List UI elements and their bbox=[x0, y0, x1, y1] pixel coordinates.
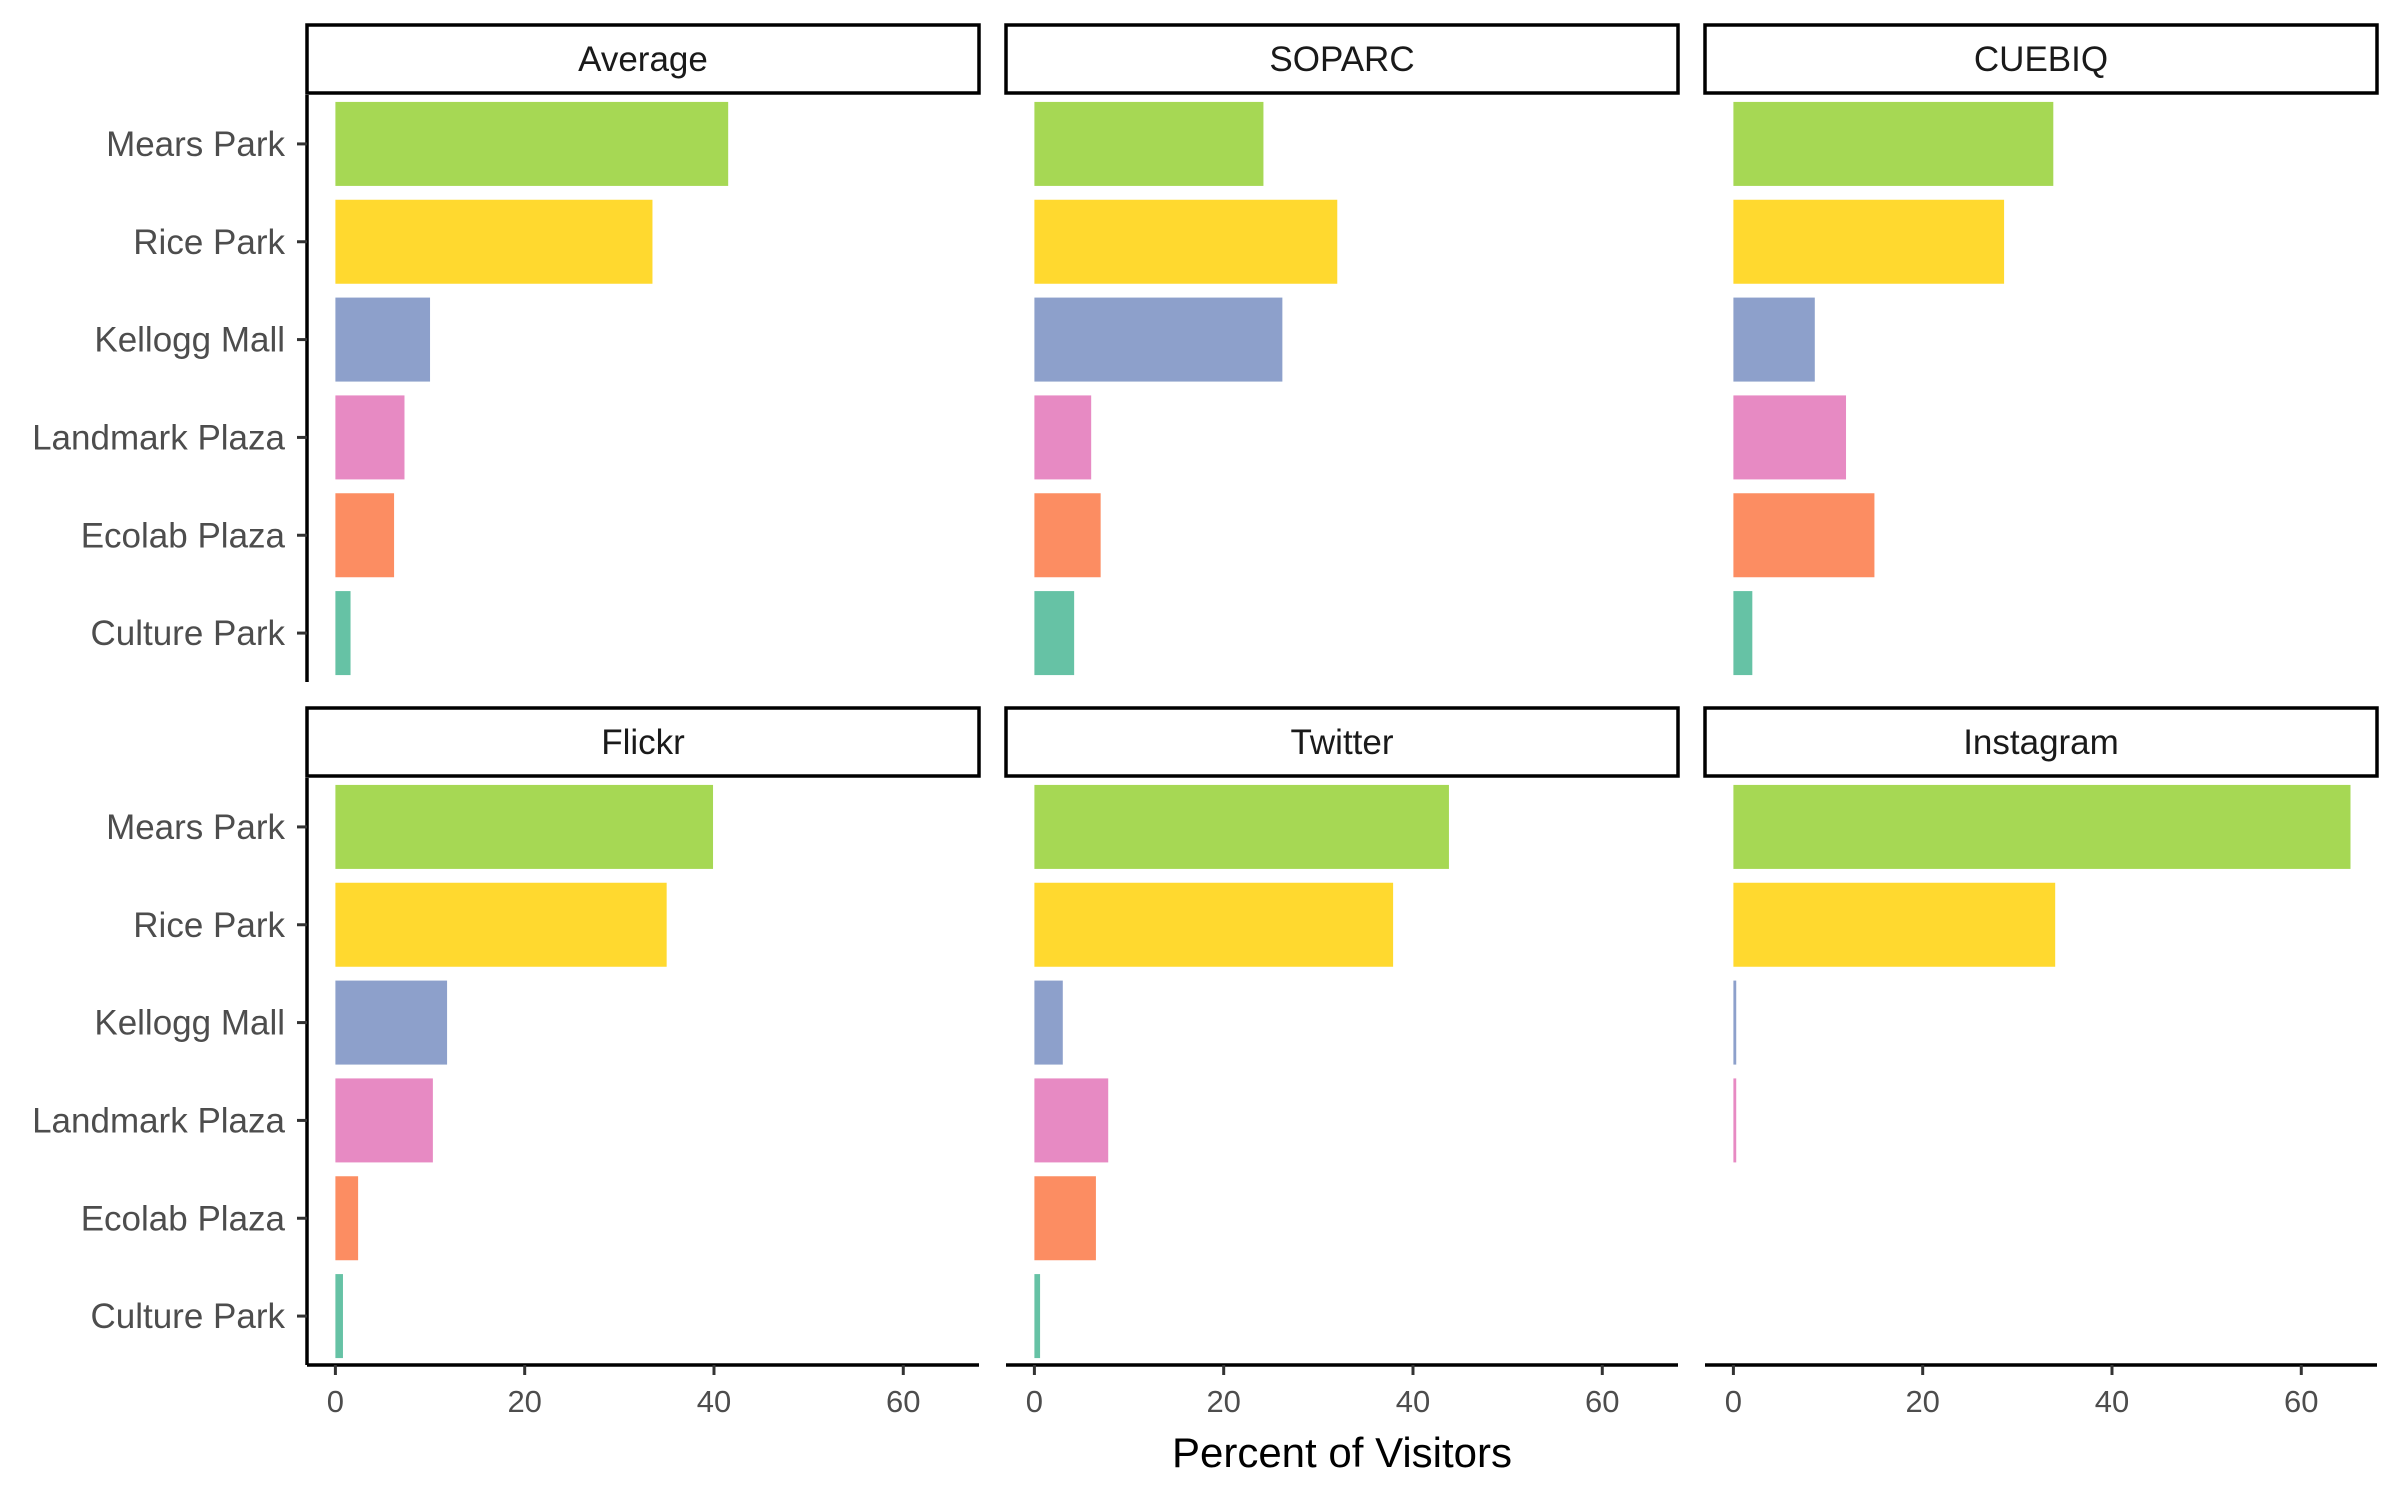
facet-strip-cuebiq bbox=[1703, 23, 2379, 95]
bar-soparc-mears-park bbox=[1034, 101, 1264, 186]
bar-soparc-ecolab-plaza bbox=[1034, 493, 1101, 578]
y-tick-label-culture-park: Culture Park bbox=[90, 1297, 285, 1336]
y-tick-label-kellogg-mall: Kellogg Mall bbox=[94, 321, 285, 360]
facet-title-cuebiq: CUEBIQ bbox=[1974, 40, 2108, 79]
y-tick-label-rice-park: Rice Park bbox=[133, 906, 285, 945]
bar-flickr-kellogg-mall bbox=[335, 980, 448, 1065]
bar-twitter-rice-park bbox=[1034, 882, 1394, 967]
x-tick-label-flickr-40: 40 bbox=[697, 1384, 731, 1419]
y-tick-label-ecolab-plaza: Ecolab Plaza bbox=[81, 1199, 286, 1238]
x-tick-label-flickr-60: 60 bbox=[886, 1384, 920, 1419]
x-tick-label-instagram-20: 20 bbox=[1905, 1384, 1939, 1419]
x-tick-label-twitter-0: 0 bbox=[1026, 1384, 1043, 1419]
y-tick-label-landmark-plaza: Landmark Plaza bbox=[32, 1101, 285, 1140]
bar-instagram-kellogg-mall bbox=[1733, 980, 1737, 1065]
x-tick-label-twitter-40: 40 bbox=[1396, 1384, 1430, 1419]
bar-instagram-landmark-plaza bbox=[1733, 1078, 1737, 1163]
facet-strip-twitter bbox=[1004, 706, 1680, 778]
bar-cuebiq-ecolab-plaza bbox=[1733, 493, 1875, 578]
x-tick-label-flickr-0: 0 bbox=[327, 1384, 344, 1419]
x-tick-label-twitter-60: 60 bbox=[1585, 1384, 1619, 1419]
facet-title-twitter: Twitter bbox=[1290, 723, 1393, 762]
facet-strip-flickr bbox=[305, 706, 981, 778]
bar-average-kellogg-mall bbox=[335, 297, 431, 382]
x-tick-label-instagram-60: 60 bbox=[2284, 1384, 2318, 1419]
x-tick-label-instagram-0: 0 bbox=[1725, 1384, 1742, 1419]
y-tick-label-rice-park: Rice Park bbox=[133, 223, 285, 262]
bar-instagram-rice-park bbox=[1733, 882, 2056, 967]
facet-strip-soparc bbox=[1004, 23, 1680, 95]
bar-twitter-mears-park bbox=[1034, 784, 1449, 869]
bar-soparc-rice-park bbox=[1034, 199, 1338, 284]
facet-strip-instagram bbox=[1703, 706, 2379, 778]
y-tick-label-culture-park: Culture Park bbox=[90, 614, 285, 653]
bar-cuebiq-mears-park bbox=[1733, 101, 2054, 186]
y-tick-label-kellogg-mall: Kellogg Mall bbox=[94, 1004, 285, 1043]
x-axis-title: Percent of Visitors bbox=[1172, 1429, 1512, 1476]
bar-soparc-kellogg-mall bbox=[1034, 297, 1283, 382]
bar-cuebiq-kellogg-mall bbox=[1733, 297, 1815, 382]
y-tick-label-mears-park: Mears Park bbox=[106, 808, 285, 847]
bar-instagram-mears-park bbox=[1733, 784, 2351, 869]
bar-average-landmark-plaza bbox=[335, 395, 405, 480]
bar-twitter-kellogg-mall bbox=[1034, 980, 1063, 1065]
bar-average-rice-park bbox=[335, 199, 653, 284]
bar-twitter-ecolab-plaza bbox=[1034, 1176, 1096, 1261]
bar-flickr-ecolab-plaza bbox=[335, 1176, 359, 1261]
bar-average-mears-park bbox=[335, 101, 729, 186]
bar-cuebiq-rice-park bbox=[1733, 199, 2005, 284]
facet-strip-average bbox=[305, 23, 981, 95]
bar-flickr-rice-park bbox=[335, 882, 667, 967]
facet-title-average: Average bbox=[578, 40, 708, 79]
y-tick-label-mears-park: Mears Park bbox=[106, 125, 285, 164]
x-tick-label-instagram-40: 40 bbox=[2095, 1384, 2129, 1419]
bar-cuebiq-culture-park bbox=[1733, 591, 1753, 676]
bar-twitter-landmark-plaza bbox=[1034, 1078, 1109, 1163]
bar-twitter-culture-park bbox=[1034, 1274, 1041, 1359]
bar-flickr-landmark-plaza bbox=[335, 1078, 433, 1163]
x-tick-label-flickr-20: 20 bbox=[507, 1384, 541, 1419]
x-tick-label-twitter-20: 20 bbox=[1206, 1384, 1240, 1419]
facet-title-soparc: SOPARC bbox=[1269, 40, 1414, 79]
bar-soparc-landmark-plaza bbox=[1034, 395, 1092, 480]
facet-title-flickr: Flickr bbox=[601, 723, 685, 762]
facet-title-instagram: Instagram bbox=[1963, 723, 2119, 762]
bar-flickr-culture-park bbox=[335, 1274, 343, 1359]
bar-average-ecolab-plaza bbox=[335, 493, 395, 578]
bar-cuebiq-landmark-plaza bbox=[1733, 395, 1847, 480]
y-tick-label-landmark-plaza: Landmark Plaza bbox=[32, 418, 285, 457]
bar-flickr-mears-park bbox=[335, 784, 714, 869]
y-tick-label-ecolab-plaza: Ecolab Plaza bbox=[81, 516, 286, 555]
bar-soparc-culture-park bbox=[1034, 591, 1075, 676]
bar-average-culture-park bbox=[335, 591, 351, 676]
